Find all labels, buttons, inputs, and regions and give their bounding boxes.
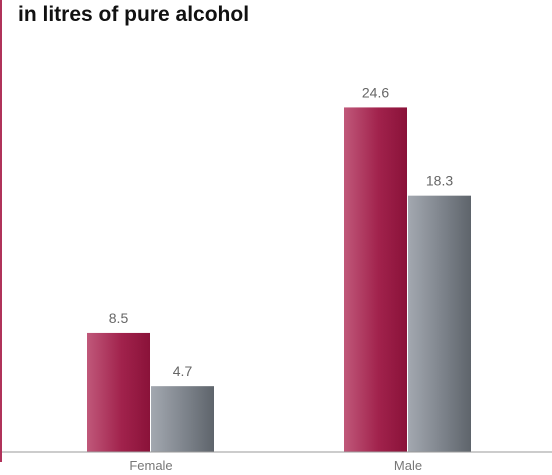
value-label-female-series-2: 4.7 [173,363,193,379]
chart-title: in litres of pure alcohol [18,3,250,26]
bar-female-series-2 [151,386,214,452]
bar-male-series-1 [344,107,407,452]
category-label-male: Male [394,458,422,473]
value-label-male-series-1: 24.6 [362,84,389,100]
bar-female-series-1 [87,332,150,452]
value-labels-group: 8.5 4.7 24.6 18.3 [109,84,454,379]
bars-group [87,107,471,452]
category-label-female: Female [129,458,172,473]
value-label-female-series-1: 8.5 [109,310,129,326]
bar-male-series-2 [408,195,471,452]
value-label-male-series-2: 18.3 [426,173,453,189]
category-labels-group: Female Male [129,458,422,473]
left-accent-rule [0,0,2,462]
